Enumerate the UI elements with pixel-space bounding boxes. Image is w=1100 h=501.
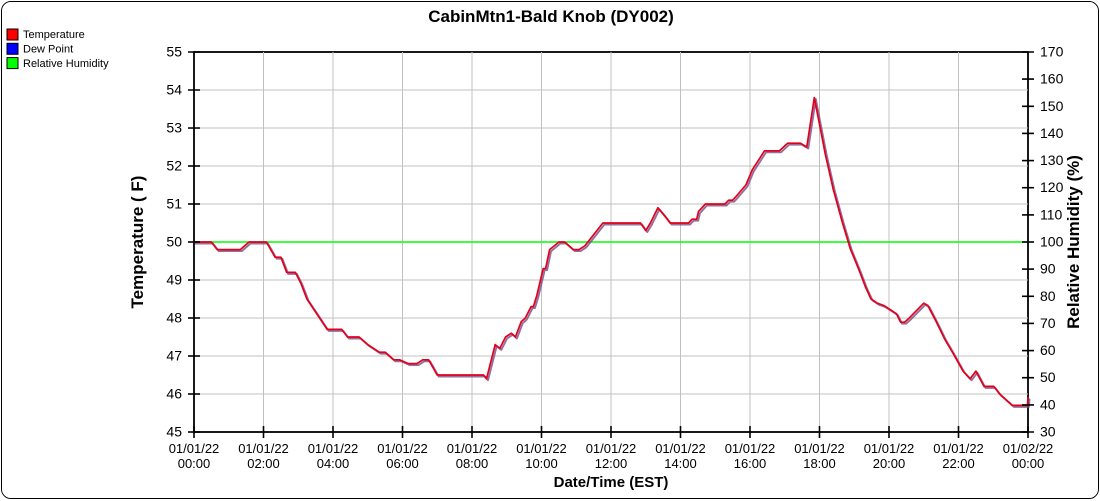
svg-text:110: 110: [1040, 206, 1063, 222]
svg-text:02:00: 02:00: [247, 456, 280, 471]
svg-text:170: 170: [1040, 44, 1064, 60]
svg-text:Relative Humidity: Relative Humidity: [23, 58, 109, 70]
svg-text:01/01/22: 01/01/22: [308, 441, 359, 456]
svg-text:130: 130: [1040, 152, 1064, 168]
svg-text:80: 80: [1040, 288, 1056, 304]
svg-text:53: 53: [166, 120, 182, 136]
svg-text:12:00: 12:00: [595, 456, 628, 471]
svg-text:30: 30: [1040, 424, 1056, 440]
svg-text:01/01/22: 01/01/22: [725, 441, 776, 456]
svg-text:01/01/22: 01/01/22: [655, 441, 706, 456]
svg-text:Date/Time (EST): Date/Time (EST): [554, 474, 669, 491]
svg-text:01/01/22: 01/01/22: [447, 441, 498, 456]
svg-text:54: 54: [166, 82, 182, 98]
svg-text:Temperature: Temperature: [23, 29, 85, 41]
svg-text:01/01/22: 01/01/22: [794, 441, 845, 456]
svg-text:04:00: 04:00: [317, 456, 350, 471]
svg-text:50: 50: [166, 234, 182, 250]
svg-text:160: 160: [1040, 71, 1064, 87]
svg-text:06:00: 06:00: [386, 456, 419, 471]
svg-text:01/02/22: 01/02/22: [1003, 441, 1054, 456]
svg-text:47: 47: [166, 348, 182, 364]
svg-text:51: 51: [166, 196, 182, 212]
svg-text:16:00: 16:00: [734, 456, 767, 471]
svg-text:90: 90: [1040, 261, 1056, 277]
svg-text:49: 49: [166, 272, 182, 288]
svg-text:01/01/22: 01/01/22: [238, 441, 289, 456]
svg-text:52: 52: [166, 158, 182, 174]
svg-text:20:00: 20:00: [873, 456, 906, 471]
svg-text:01/01/22: 01/01/22: [864, 441, 915, 456]
svg-text:18:00: 18:00: [803, 456, 836, 471]
svg-text:CabinMtn1-Bald Knob (DY002): CabinMtn1-Bald Knob (DY002): [428, 7, 674, 26]
svg-text:150: 150: [1040, 98, 1064, 114]
svg-text:40: 40: [1040, 396, 1056, 412]
svg-text:01/01/22: 01/01/22: [586, 441, 637, 456]
svg-text:01/01/22: 01/01/22: [377, 441, 428, 456]
svg-text:120: 120: [1040, 179, 1064, 195]
svg-text:50: 50: [1040, 369, 1056, 385]
svg-text:Temperature ( F): Temperature ( F): [128, 176, 147, 309]
svg-text:08:00: 08:00: [456, 456, 489, 471]
svg-text:01/01/22: 01/01/22: [933, 441, 984, 456]
svg-text:46: 46: [166, 386, 182, 402]
svg-text:140: 140: [1040, 125, 1064, 141]
svg-text:01/01/22: 01/01/22: [169, 441, 220, 456]
svg-text:100: 100: [1040, 234, 1064, 250]
svg-text:00:00: 00:00: [178, 456, 211, 471]
svg-text:45: 45: [166, 424, 182, 440]
svg-text:01/01/22: 01/01/22: [516, 441, 567, 456]
svg-text:60: 60: [1040, 342, 1056, 358]
svg-text:Relative Humidity (%): Relative Humidity (%): [1064, 155, 1083, 329]
svg-text:14:00: 14:00: [664, 456, 697, 471]
svg-text:00:00: 00:00: [1012, 456, 1045, 471]
svg-text:10:00: 10:00: [525, 456, 558, 471]
svg-text:70: 70: [1040, 315, 1056, 331]
svg-text:48: 48: [166, 310, 182, 326]
svg-text:Dew Point: Dew Point: [23, 44, 73, 56]
svg-text:55: 55: [166, 44, 182, 60]
svg-text:22:00: 22:00: [942, 456, 975, 471]
